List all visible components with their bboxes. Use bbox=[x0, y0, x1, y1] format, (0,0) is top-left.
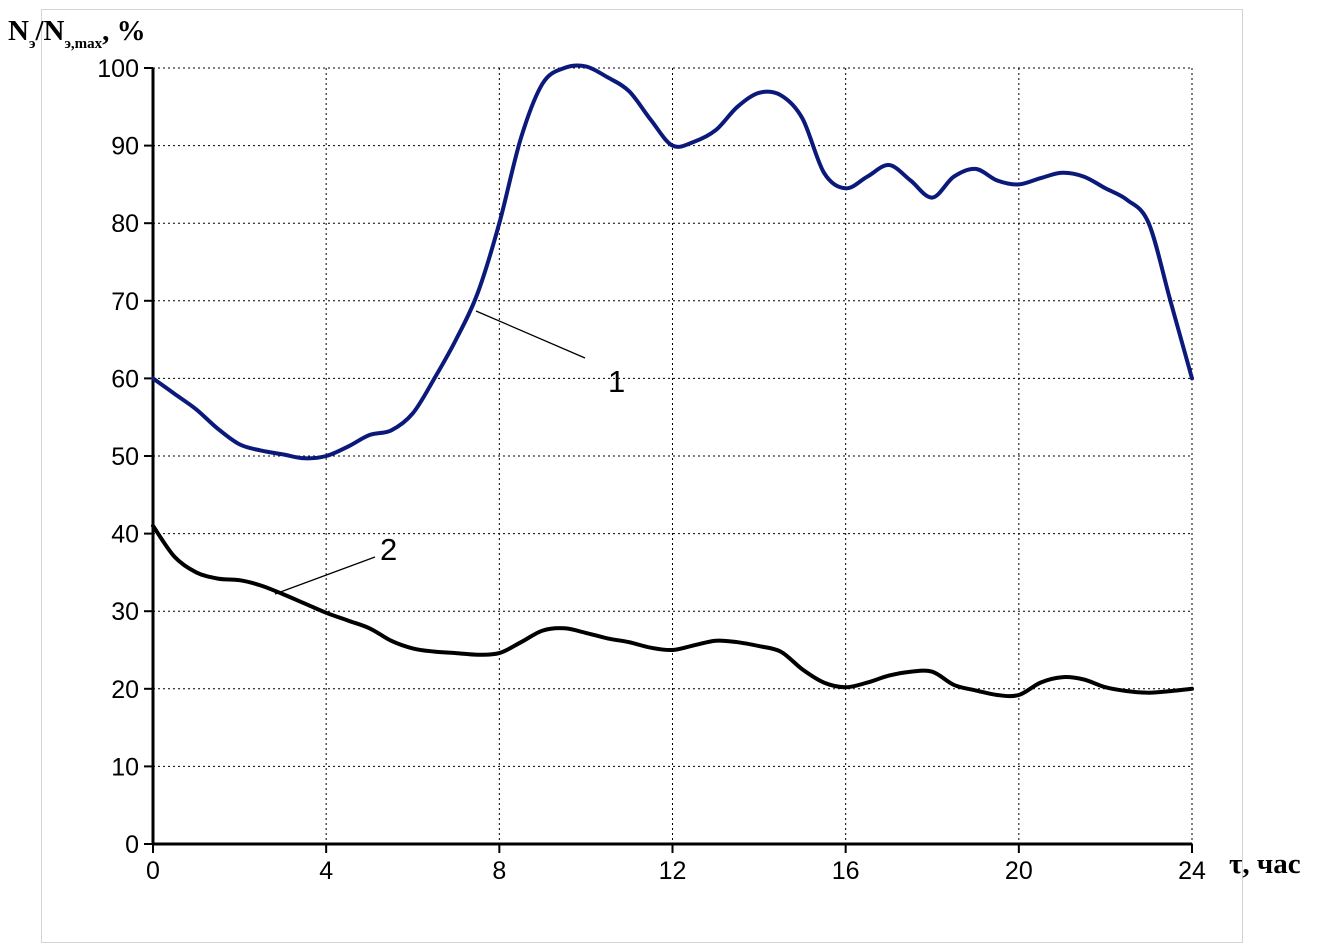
y-axis-title: Nэ/Nэ,max, % bbox=[8, 15, 146, 52]
y-tick-labels: 0 10 20 30 40 50 60 70 80 90 100 bbox=[97, 55, 139, 859]
axes bbox=[144, 67, 1193, 853]
y-tick-label: 60 bbox=[111, 365, 139, 393]
y-tick-label: 10 bbox=[111, 753, 139, 781]
series-callouts: 12 bbox=[274, 310, 625, 595]
grid-lines bbox=[153, 67, 1193, 844]
callout-1-label: 1 bbox=[608, 364, 625, 399]
figure-frame bbox=[41, 9, 1243, 943]
y-tick-label: 80 bbox=[111, 210, 139, 238]
y-tick-label: 70 bbox=[111, 288, 139, 316]
callout-2-label: 2 bbox=[380, 532, 397, 567]
x-tick-label: 8 bbox=[492, 857, 506, 885]
x-tick-label: 4 bbox=[319, 857, 333, 885]
x-tick-labels: 0 4 8 12 16 20 24 bbox=[146, 857, 1206, 885]
y-tick-label: 100 bbox=[97, 55, 139, 83]
x-tick-label: 0 bbox=[146, 857, 160, 885]
x-tick-label: 12 bbox=[659, 857, 687, 885]
x-tick-label: 16 bbox=[832, 857, 860, 885]
x-axis-title: τ, час bbox=[1229, 848, 1301, 880]
series-2-line bbox=[151, 523, 1194, 699]
y-tick-label: 40 bbox=[111, 521, 139, 549]
y-tick-label: 20 bbox=[111, 676, 139, 704]
callout-2-leader bbox=[274, 556, 376, 595]
series-1-line bbox=[151, 63, 1194, 461]
callout-1-leader bbox=[475, 310, 586, 359]
x-tick-label: 24 bbox=[1178, 857, 1206, 885]
y-tick-label: 90 bbox=[111, 133, 139, 161]
x-tick-label: 20 bbox=[1005, 857, 1033, 885]
y-tick-label: 0 bbox=[125, 831, 139, 859]
data-series bbox=[151, 63, 1194, 699]
y-tick-label: 50 bbox=[111, 443, 139, 471]
y-tick-label: 30 bbox=[111, 598, 139, 626]
